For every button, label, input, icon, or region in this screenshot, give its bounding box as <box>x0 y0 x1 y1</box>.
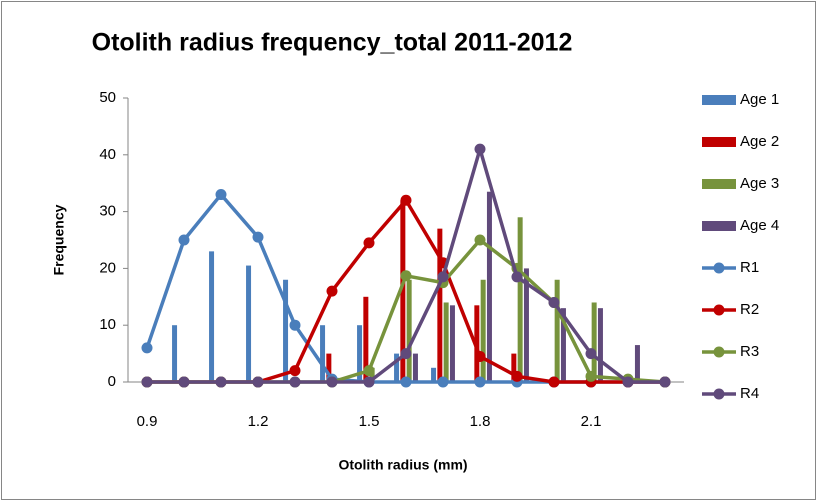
bar <box>400 200 406 382</box>
marker <box>474 350 486 362</box>
legend-label: Age 4 <box>740 217 779 234</box>
bar <box>246 265 252 382</box>
x-tick-label: 0.9 <box>137 413 158 430</box>
legend-swatch <box>702 95 736 105</box>
x-tick-label: 2.1 <box>581 413 602 430</box>
bar <box>486 191 492 382</box>
bar <box>394 353 400 382</box>
marker <box>437 271 449 283</box>
chart-title: Otolith radius frequency_total 2011-2012 <box>92 29 573 57</box>
legend-label: Age 3 <box>740 175 779 192</box>
legend-label: R1 <box>740 259 759 276</box>
marker <box>215 376 227 388</box>
bar <box>560 308 566 382</box>
legend-label: R4 <box>740 385 759 402</box>
y-axis-title: Frequency <box>51 204 67 275</box>
marker <box>400 376 412 388</box>
bar <box>554 279 560 382</box>
marker <box>252 231 264 243</box>
marker <box>437 376 449 388</box>
marker <box>622 376 634 388</box>
bar <box>320 325 326 382</box>
legend-swatch <box>702 179 736 189</box>
legend-label: Age 2 <box>740 133 779 150</box>
bar <box>597 308 603 382</box>
bar <box>431 367 437 382</box>
legend-marker <box>713 388 725 400</box>
marker <box>363 376 375 388</box>
legend-marker <box>713 262 725 274</box>
bar <box>474 305 480 382</box>
marker <box>400 194 412 206</box>
legend-swatch <box>702 221 736 231</box>
x-tick-label: 1.5 <box>359 413 380 430</box>
marker <box>585 370 597 382</box>
marker <box>474 234 486 246</box>
marker <box>178 234 190 246</box>
x-tick-label: 1.2 <box>248 413 269 430</box>
bar <box>449 305 455 382</box>
legend-swatch <box>702 137 736 147</box>
bar <box>363 296 369 382</box>
x-tick-label: 1.8 <box>470 413 491 430</box>
marker <box>289 319 301 331</box>
marker <box>326 285 338 297</box>
bar <box>326 353 332 382</box>
marker <box>363 237 375 249</box>
bar <box>443 302 449 382</box>
bar <box>480 279 486 382</box>
marker <box>659 376 671 388</box>
marker <box>400 270 412 282</box>
bar <box>591 302 597 382</box>
y-tick-label: 40 <box>99 146 116 163</box>
marker <box>141 342 153 354</box>
marker <box>141 376 153 388</box>
y-tick-label: 20 <box>99 259 116 276</box>
legend-marker <box>713 304 725 316</box>
marker <box>215 189 227 201</box>
marker <box>289 376 301 388</box>
y-tick-label: 30 <box>99 203 116 220</box>
bar <box>412 353 418 382</box>
chart-frame <box>1 1 816 500</box>
marker <box>511 271 523 283</box>
marker <box>548 296 560 308</box>
bar <box>523 268 529 382</box>
marker <box>326 376 338 388</box>
legend-label: R3 <box>740 343 759 360</box>
marker <box>585 348 597 360</box>
marker <box>289 365 301 377</box>
marker <box>474 143 486 155</box>
bar <box>517 217 523 382</box>
bar <box>437 228 443 382</box>
bar <box>172 325 178 382</box>
y-tick-label: 0 <box>108 373 116 390</box>
marker <box>178 376 190 388</box>
bar <box>511 353 517 382</box>
legend-label: Age 1 <box>740 91 779 108</box>
y-tick-label: 10 <box>99 316 116 333</box>
bar <box>634 345 640 382</box>
marker <box>400 348 412 360</box>
marker <box>548 376 560 388</box>
bar <box>357 325 363 382</box>
y-tick-label: 50 <box>99 89 116 106</box>
marker <box>474 376 486 388</box>
bar <box>406 279 412 382</box>
legend-marker <box>713 346 725 358</box>
marker <box>511 370 523 382</box>
bar <box>283 279 289 382</box>
bar <box>209 251 215 382</box>
legend-label: R2 <box>740 301 759 318</box>
marker <box>363 365 375 377</box>
x-axis-title: Otolith radius (mm) <box>338 457 467 473</box>
marker <box>252 376 264 388</box>
